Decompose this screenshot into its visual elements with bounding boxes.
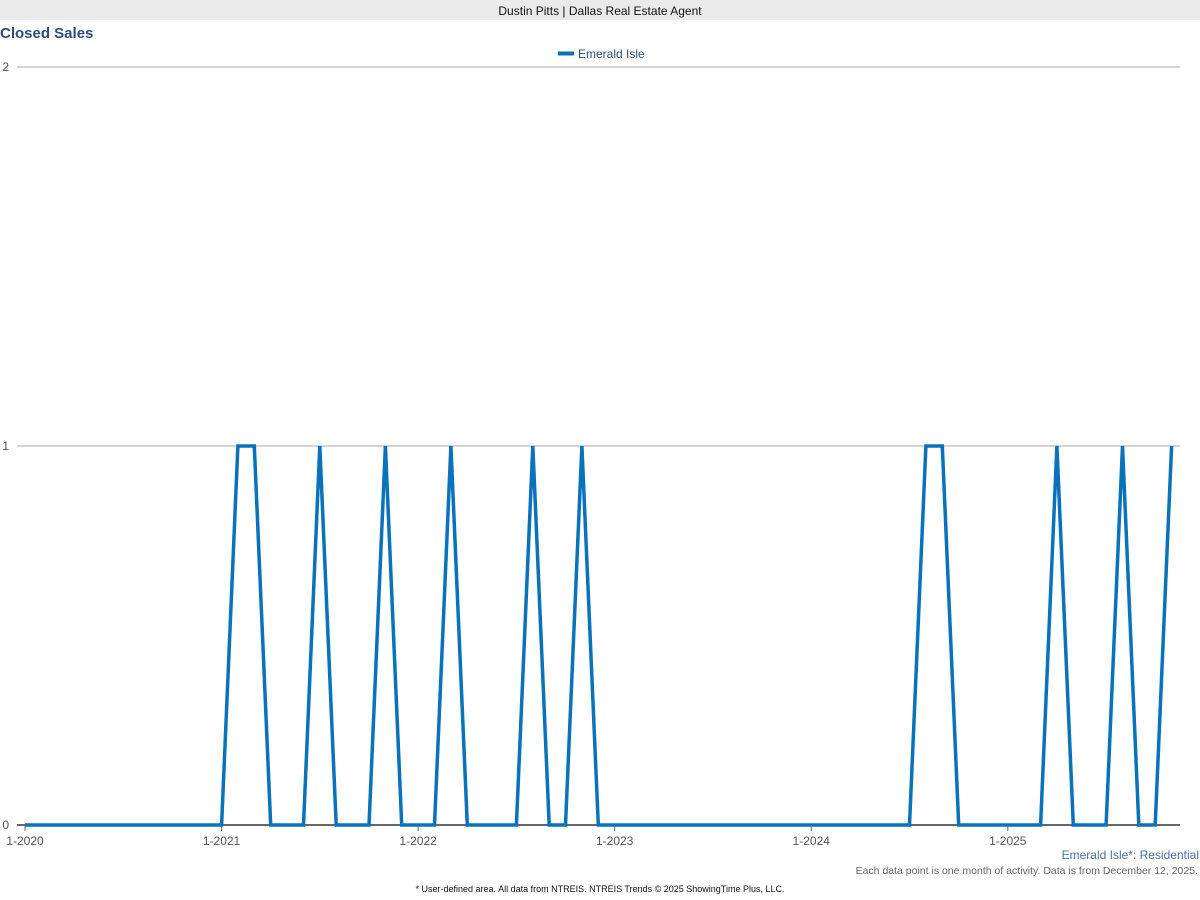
site-header: Dustin Pitts | Dallas Real Estate Agent (0, 0, 1200, 20)
chart-title: Closed Sales (0, 25, 94, 42)
source-note: * User-defined area. All data from NTREI… (415, 884, 785, 894)
y-tick-label: 2 (2, 60, 9, 74)
x-tick-label: 1-2020 (6, 834, 44, 848)
x-tick-label: 1-2022 (399, 834, 437, 848)
area-label: Emerald Isle*: Residential (1061, 848, 1199, 862)
data-note: Each data point is one month of activity… (855, 865, 1198, 877)
y-tick-label: 1 (2, 439, 9, 453)
x-tick-label: 1-2025 (989, 834, 1027, 848)
series-line-emerald-isle (25, 444, 1174, 827)
legend-label: Emerald Isle (578, 47, 645, 61)
x-tick-label: 1-2023 (596, 834, 634, 848)
x-tick-label: 1-2024 (793, 834, 831, 848)
y-tick-label: 0 (2, 818, 9, 832)
x-tick-label: 1-2021 (203, 834, 241, 848)
